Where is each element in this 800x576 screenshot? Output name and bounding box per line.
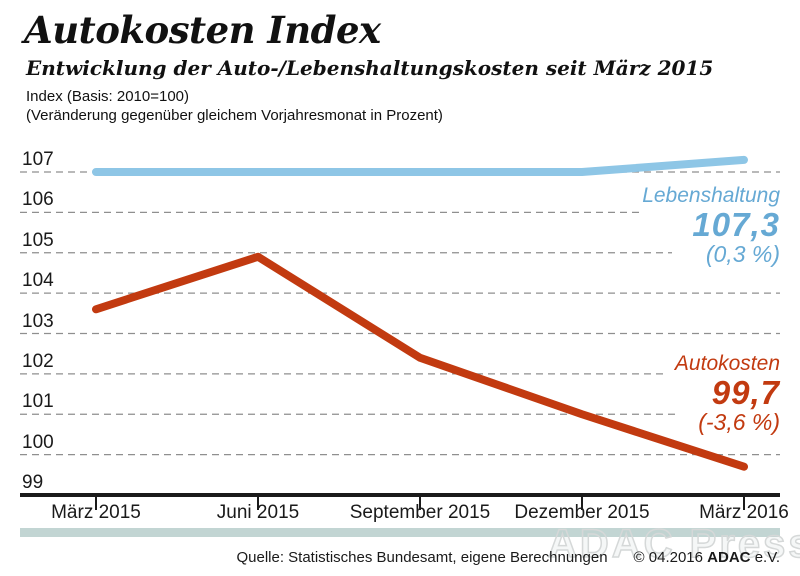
autokosten-end-label: Autokosten 99,7 (-3,6 %)	[675, 352, 780, 435]
y-axis-label-99: 99	[22, 472, 44, 493]
footer-divider-bar	[20, 528, 780, 537]
x-axis-label: März 2015	[51, 502, 141, 523]
series-name: Autokosten	[674, 352, 780, 375]
adac-logo-text: ADAC	[707, 549, 751, 566]
y-axis-label-103: 103	[22, 310, 54, 332]
series-change: (-3,6 %)	[698, 409, 780, 435]
lebenshaltung-line	[92, 155, 748, 176]
source-note: Quelle: Statistisches Bundesamt, eigene …	[236, 549, 608, 566]
y-axis-label-100: 100	[22, 431, 54, 453]
copyright-note: © 04.2016 ADAC e.V.	[634, 549, 780, 566]
copyright-prefix: © 04.2016	[633, 549, 703, 566]
y-axis-label-107: 107	[22, 149, 54, 170]
page-title: Autokosten Index	[24, 8, 381, 52]
lebenshaltung-end-label: Lebenshaltung 107,3 (0,3 %)	[642, 184, 780, 267]
x-axis-label: Juni 2015	[216, 502, 300, 523]
series-name: Lebenshaltung	[642, 184, 780, 207]
adac-presse-watermark: ADAC Presse	[547, 521, 800, 567]
x-axis-label: Dezember 2015	[514, 502, 650, 523]
series-change: (0,3 %)	[705, 241, 780, 267]
y-axis-label-104: 104	[22, 270, 54, 292]
autokosten-line	[92, 252, 748, 471]
y-axis-label-105: 105	[22, 229, 54, 251]
series-value: 99,7	[711, 374, 780, 411]
change-note: (Veränderung gegenüber gleichem Vorjahre…	[26, 107, 443, 124]
footer: Quelle: Statistisches Bundesamt, eigene …	[236, 549, 780, 566]
y-axis-label-101: 101	[22, 391, 54, 413]
x-axis-label: März 2016	[699, 502, 789, 523]
index-basis-note: Index (Basis: 2010=100)	[26, 88, 190, 105]
page-subtitle: Entwicklung der Auto-/Lebenshaltungskost…	[26, 56, 714, 80]
copyright-suffix: e.V.	[754, 549, 780, 566]
x-axis-label: September 2015	[349, 502, 491, 523]
y-axis-label-106: 106	[22, 189, 54, 211]
series-value: 107,3	[692, 206, 780, 243]
y-axis-label-102: 102	[22, 350, 54, 372]
